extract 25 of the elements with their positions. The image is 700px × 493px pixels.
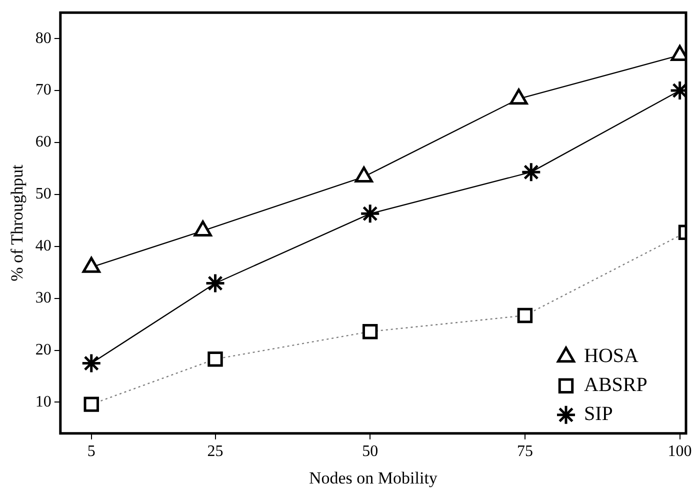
point bbox=[205, 273, 226, 294]
y-tick-label: 10 bbox=[35, 393, 52, 410]
y-tick-label: 80 bbox=[35, 30, 52, 47]
legend-label: ABSRP bbox=[584, 374, 648, 396]
legend-label: SIP bbox=[584, 403, 613, 426]
y-tick-label: 60 bbox=[35, 134, 52, 151]
x-tick-label: 50 bbox=[362, 443, 378, 460]
point bbox=[520, 162, 542, 182]
y-tick-label: 20 bbox=[35, 341, 52, 358]
point bbox=[354, 166, 373, 183]
x-tick-label: 25 bbox=[207, 443, 224, 460]
y-axis-title: % of Throughput bbox=[8, 164, 27, 282]
y-tick-label: 70 bbox=[35, 82, 52, 99]
x-tick-label: 100 bbox=[668, 443, 692, 460]
y-tick-label: 50 bbox=[35, 186, 52, 203]
point bbox=[194, 220, 212, 237]
x-axis-title: Nodes on Mobility bbox=[308, 468, 438, 488]
x-tick-label: 5 bbox=[87, 443, 96, 460]
y-tick-label: 30 bbox=[35, 290, 52, 307]
x-tick-label: 75 bbox=[516, 443, 533, 460]
point bbox=[510, 88, 528, 105]
legend-label: HOSA bbox=[584, 345, 640, 368]
y-tick-label: 40 bbox=[35, 238, 52, 255]
point bbox=[81, 353, 102, 374]
point bbox=[360, 203, 380, 224]
